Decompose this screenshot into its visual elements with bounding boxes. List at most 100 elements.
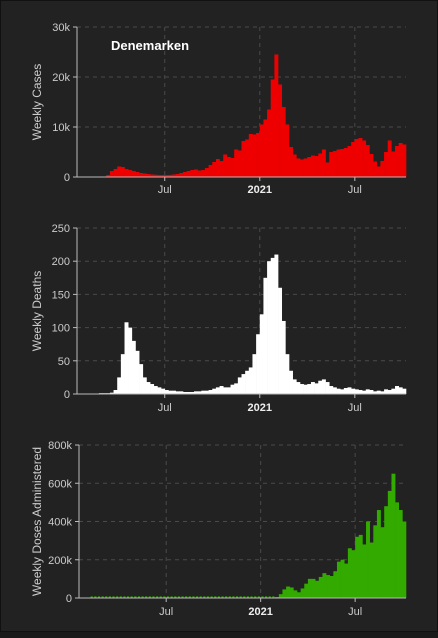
bar <box>347 548 352 598</box>
x-tick-label: Jul <box>348 606 362 618</box>
bar <box>214 596 217 598</box>
bar <box>193 391 198 394</box>
bar <box>124 322 129 394</box>
bar <box>387 390 392 394</box>
bar <box>109 392 114 394</box>
bar <box>384 506 389 598</box>
bar <box>134 596 137 598</box>
bar <box>318 576 323 598</box>
bar <box>315 580 320 598</box>
bar <box>282 589 287 598</box>
bar <box>106 175 111 177</box>
bar <box>380 527 385 598</box>
bar <box>120 167 125 177</box>
bar <box>285 354 290 394</box>
cases-chart: 0 10k 20k 30k Jul 2021 Jul Weekly Cases Denemark… <box>30 22 407 196</box>
bar <box>333 571 338 598</box>
bar <box>395 146 399 177</box>
bar <box>168 390 173 394</box>
bar <box>259 124 264 177</box>
x-tick-label: 2021 <box>248 184 272 196</box>
bar <box>199 596 202 598</box>
bar <box>177 596 181 598</box>
bar <box>248 134 253 177</box>
bar <box>307 157 312 177</box>
bar <box>219 386 224 394</box>
bar <box>322 573 327 598</box>
bar <box>272 596 275 598</box>
bar <box>172 390 176 394</box>
bar <box>124 169 129 177</box>
bar <box>395 386 399 394</box>
bar <box>270 79 275 177</box>
bar <box>387 490 392 598</box>
bar <box>376 166 381 177</box>
bar <box>369 542 374 598</box>
bar <box>285 124 290 177</box>
bar <box>183 172 187 177</box>
bar <box>234 383 239 394</box>
bar <box>362 544 367 598</box>
bar <box>146 382 151 394</box>
x-tick-label: Jul <box>158 184 172 196</box>
bar <box>300 588 305 598</box>
y-tick-label: 20k <box>52 72 70 84</box>
bar <box>186 392 191 394</box>
bar <box>351 142 356 177</box>
bar <box>201 170 206 177</box>
bar <box>152 596 155 598</box>
bar <box>90 596 93 598</box>
bar <box>221 596 224 598</box>
bar <box>384 152 389 177</box>
y-axis-label: Weekly Cases <box>30 64 44 140</box>
bar <box>137 596 141 598</box>
y-tick-label: 600k <box>48 478 72 490</box>
x-tick-label: Jul <box>348 184 362 196</box>
bar <box>358 534 363 598</box>
bar <box>223 387 228 394</box>
bar <box>206 596 210 598</box>
bar <box>234 149 239 177</box>
bar <box>318 380 323 394</box>
bar <box>117 166 122 177</box>
bar <box>303 384 308 394</box>
bar <box>332 151 337 177</box>
bar <box>402 521 407 598</box>
bar <box>168 174 173 177</box>
bar <box>197 391 202 394</box>
bar <box>343 388 348 394</box>
bar <box>174 596 177 598</box>
bar <box>398 387 403 394</box>
bar <box>278 594 283 598</box>
bar <box>248 367 253 394</box>
bar <box>402 388 407 394</box>
bar <box>261 596 264 598</box>
bar <box>241 374 246 394</box>
bar <box>329 152 334 177</box>
bar <box>161 175 166 177</box>
bar <box>380 161 385 177</box>
bar <box>304 583 309 598</box>
bar <box>373 525 378 598</box>
bar <box>274 54 279 177</box>
bar <box>355 536 360 598</box>
bar <box>314 156 319 177</box>
bar <box>256 334 261 394</box>
bar <box>153 386 158 394</box>
bar <box>117 377 122 394</box>
bar <box>226 387 231 394</box>
bar <box>119 596 122 598</box>
bar <box>340 559 345 598</box>
y-tick-label: 800k <box>48 440 72 452</box>
bar <box>336 388 341 394</box>
bar <box>108 596 111 598</box>
bar <box>141 596 144 598</box>
bar <box>366 521 370 598</box>
y-tick-label: 100 <box>52 323 70 335</box>
bar <box>257 596 260 598</box>
bar <box>373 391 378 394</box>
bar <box>150 174 155 177</box>
bar <box>343 148 348 177</box>
bar <box>336 149 341 177</box>
